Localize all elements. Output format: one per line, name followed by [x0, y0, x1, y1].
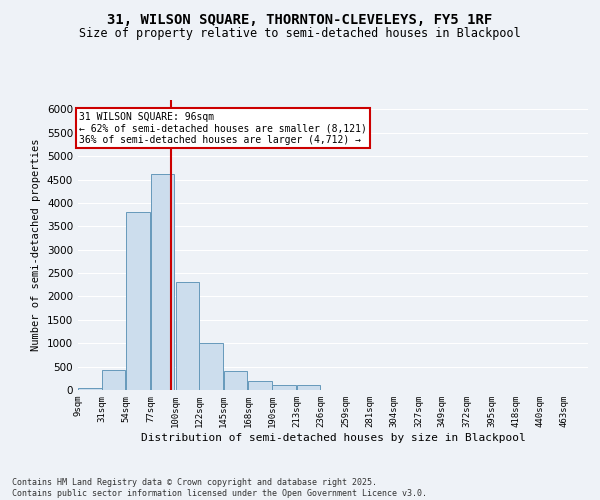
Text: Contains HM Land Registry data © Crown copyright and database right 2025.
Contai: Contains HM Land Registry data © Crown c… [12, 478, 427, 498]
Bar [296, 385, 320, 390]
Y-axis label: Number of semi-detached properties: Number of semi-detached properties [31, 138, 41, 352]
Bar [151, 174, 175, 390]
Bar [272, 385, 296, 390]
Text: Size of property relative to semi-detached houses in Blackpool: Size of property relative to semi-detach… [79, 28, 521, 40]
Bar [176, 282, 199, 390]
Text: 31 WILSON SQUARE: 96sqm
← 62% of semi-detached houses are smaller (8,121)
36% of: 31 WILSON SQUARE: 96sqm ← 62% of semi-de… [79, 112, 367, 145]
Bar [78, 388, 101, 390]
Text: 31, WILSON SQUARE, THORNTON-CLEVELEYS, FY5 1RF: 31, WILSON SQUARE, THORNTON-CLEVELEYS, F… [107, 12, 493, 26]
Bar [126, 212, 150, 390]
X-axis label: Distribution of semi-detached houses by size in Blackpool: Distribution of semi-detached houses by … [140, 432, 526, 442]
Bar [199, 343, 223, 390]
Bar [101, 370, 125, 390]
Bar [224, 372, 247, 390]
Bar [248, 380, 272, 390]
